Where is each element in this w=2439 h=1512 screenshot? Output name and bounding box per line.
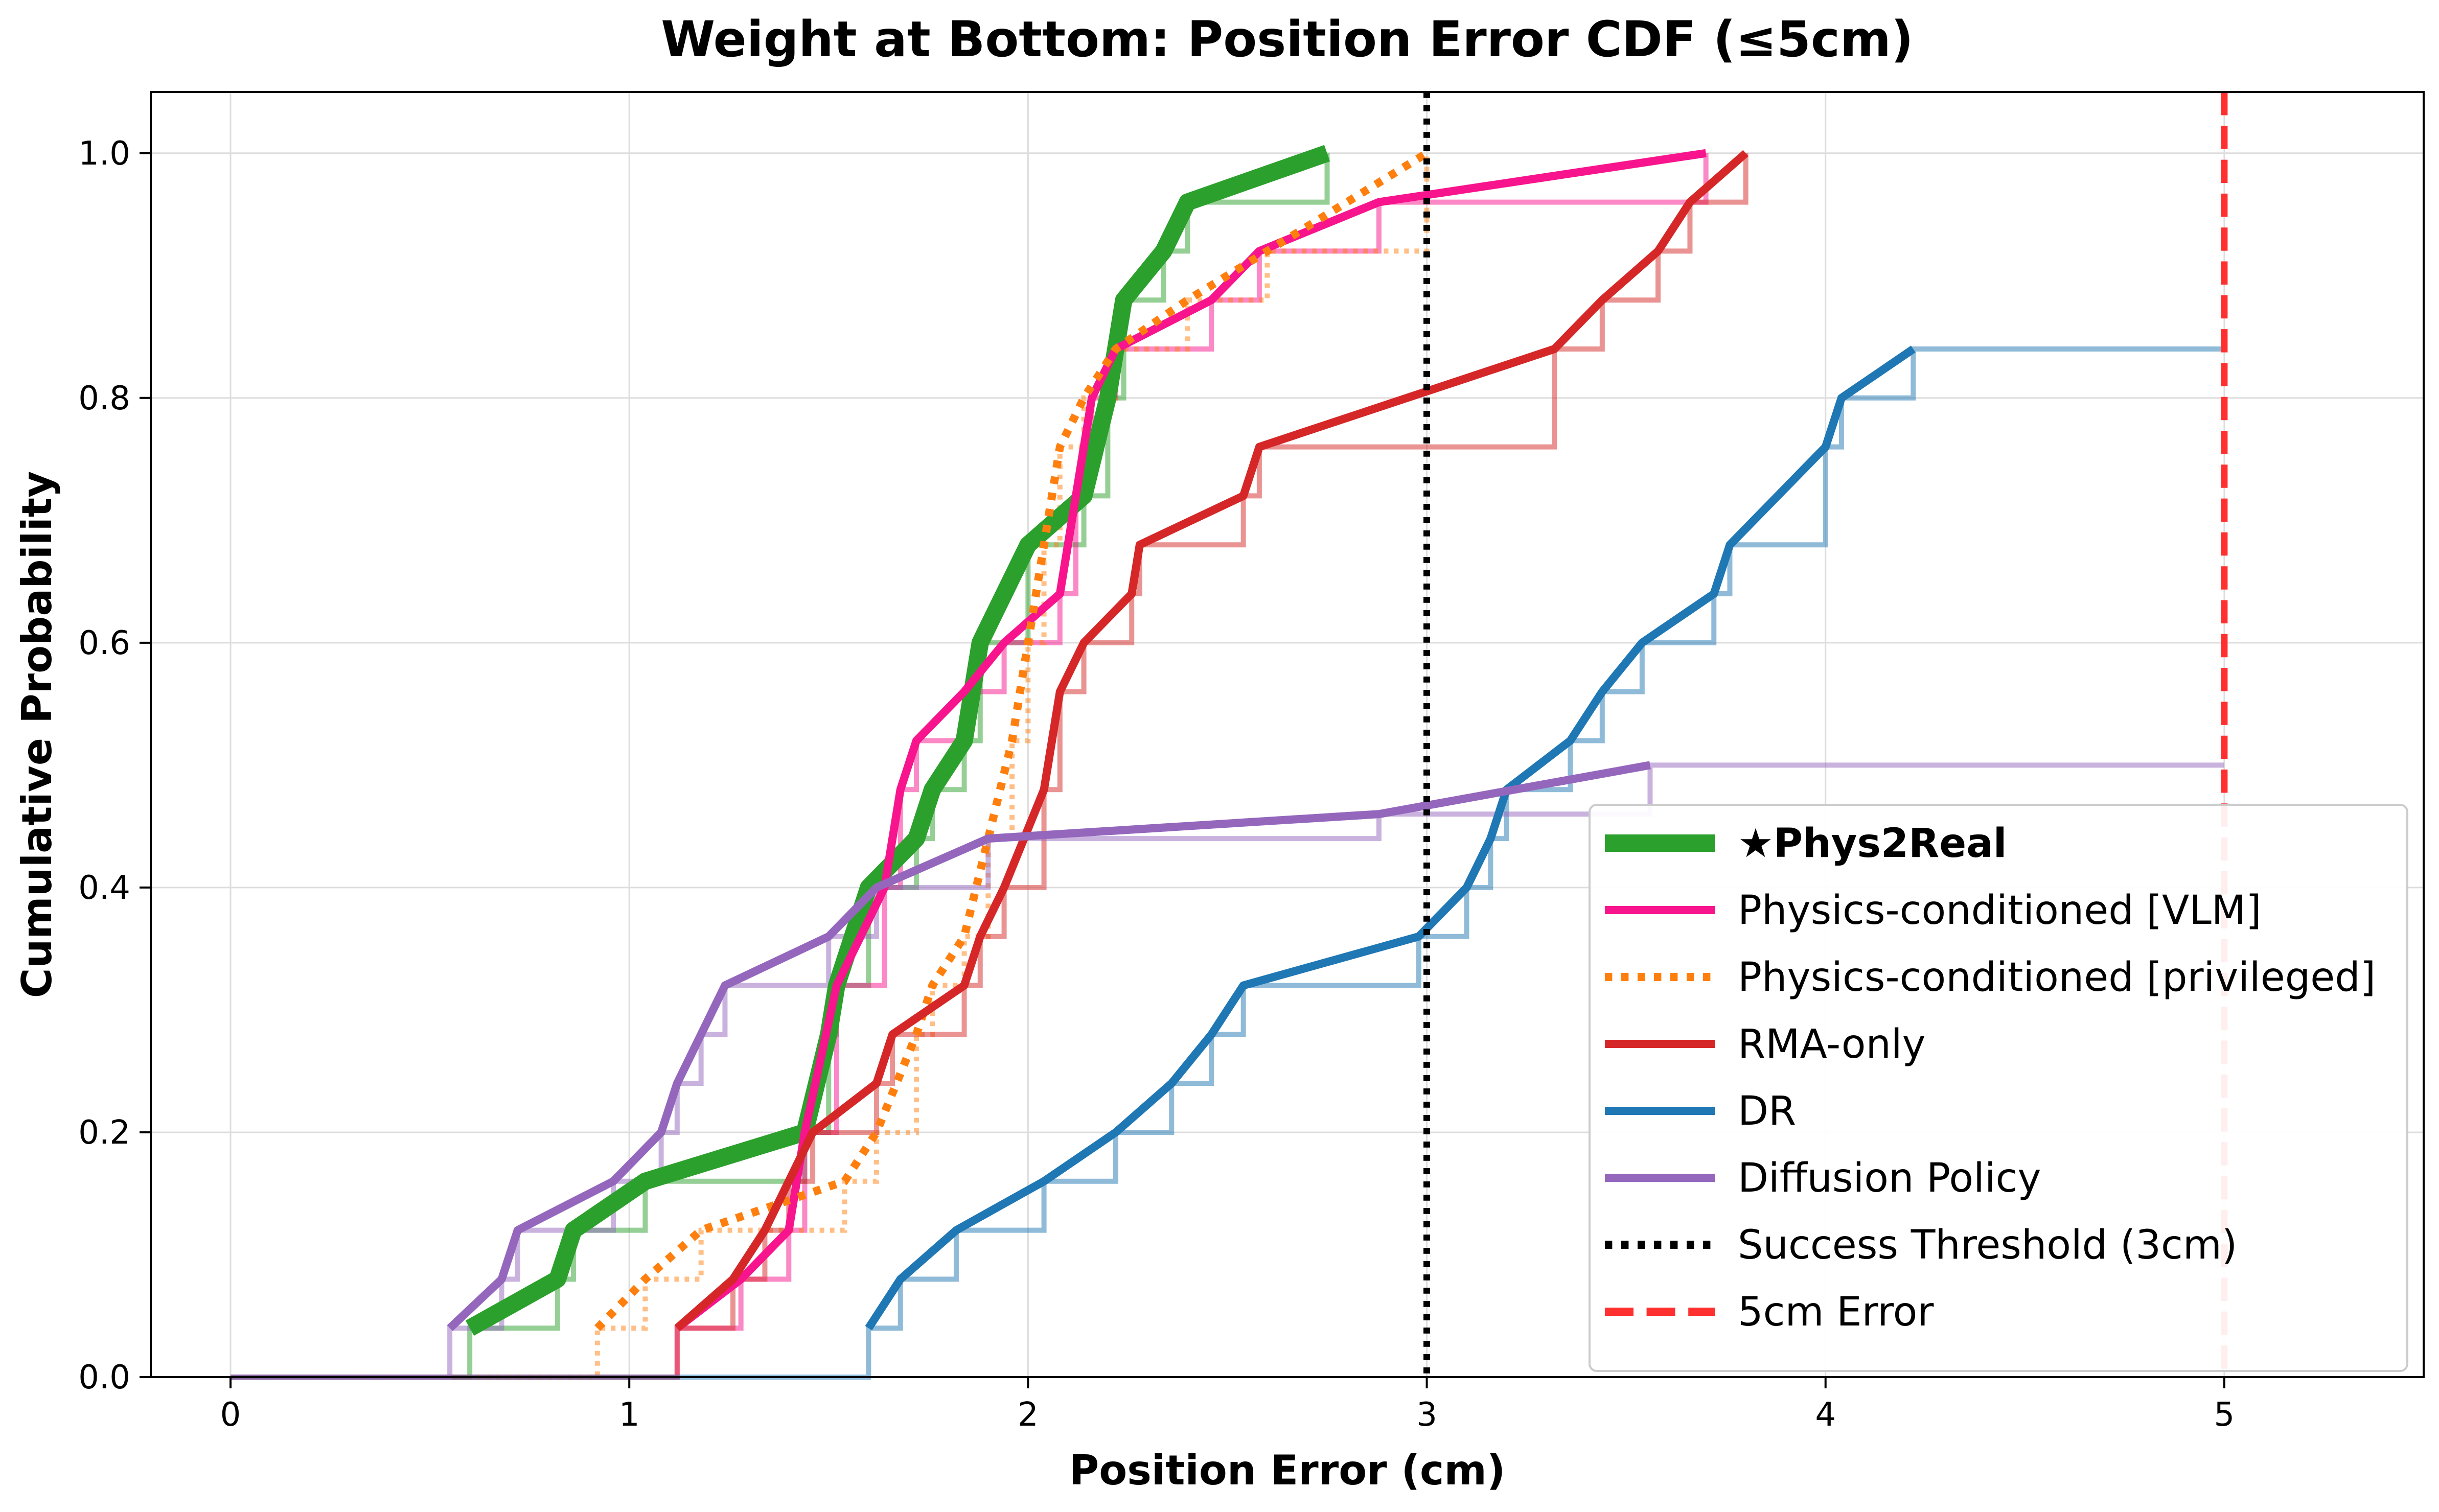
legend-label-3: RMA-only	[1738, 1021, 1926, 1067]
legend-label-7: 5cm Error	[1738, 1289, 1934, 1335]
y-axis-label: Cumulative Probability	[13, 471, 61, 998]
y-tick-label: 0.6	[78, 624, 130, 662]
series-line-5	[447, 761, 1651, 1332]
plot-frame	[150, 91, 2425, 1378]
legend-box	[1589, 804, 2408, 1372]
step-curve-3	[231, 153, 1748, 1380]
legend-label-1: Physics-conditioned [VLM]	[1738, 888, 2262, 934]
series-line-0	[465, 145, 1330, 1336]
series-lines	[447, 145, 1916, 1336]
x-tick-label: 4	[1815, 1396, 1836, 1434]
y-tick-label: 0.8	[78, 380, 130, 417]
legend-label-4: DR	[1738, 1088, 1796, 1134]
x-tick-label: 0	[220, 1396, 241, 1434]
series-line-4	[865, 345, 1916, 1331]
step-curve-4	[231, 346, 2224, 1380]
step-curve-1	[231, 153, 1709, 1380]
x-axis-label: Position Error (cm)	[1069, 1447, 1506, 1494]
y-tick-label: 0.0	[78, 1359, 130, 1397]
y-tick-label: 0.2	[78, 1114, 130, 1152]
step-curve-5	[231, 762, 2224, 1380]
x-tick-label: 5	[2214, 1396, 2235, 1434]
series-line-2	[594, 149, 1429, 1331]
y-tick-label: 0.4	[78, 869, 130, 907]
x-tick-label: 2	[1018, 1396, 1039, 1434]
legend-label-2: Physics-conditioned [privileged]	[1738, 955, 2376, 1001]
legend-label-0: ★Phys2Real	[1738, 821, 2007, 867]
series-line-1	[674, 149, 1707, 1332]
legend-label-6: Success Threshold (3cm)	[1738, 1222, 2237, 1268]
x-tick-label: 3	[1416, 1396, 1437, 1434]
axis-ticks: 0 1 2 3 4 5 0.0 0.2 0.4 0.6 0.8 1.0	[78, 135, 2235, 1434]
y-tick-label: 1.0	[78, 135, 130, 173]
chart-title: Weight at Bottom: Position Error CDF (≤5…	[661, 11, 1914, 68]
series-line-3	[674, 150, 1748, 1332]
legend: ★Phys2Real Physics-conditioned [VLM] Physi…	[1589, 804, 2408, 1372]
legend-label-5: Diffusion Policy	[1738, 1155, 2041, 1201]
x-tick-label: 1	[619, 1396, 640, 1434]
step-curve-2	[231, 153, 1430, 1380]
